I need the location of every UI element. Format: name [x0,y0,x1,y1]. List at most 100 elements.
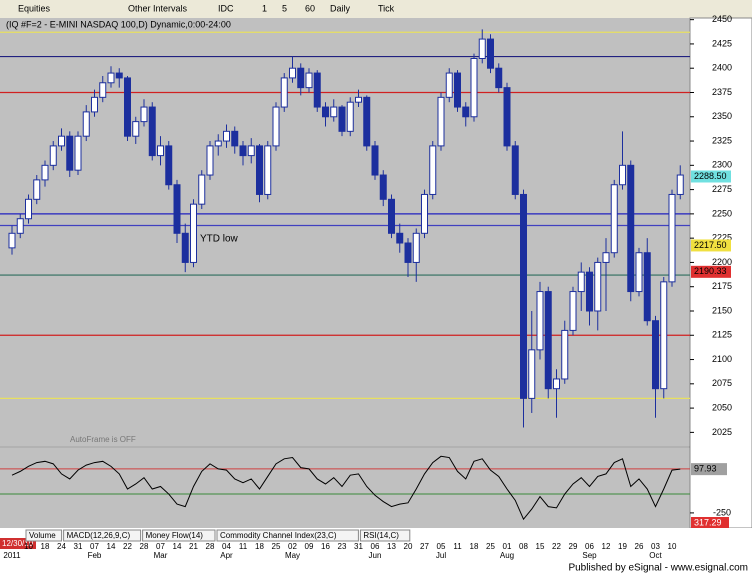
x-tick-label: 10 [668,542,677,551]
x-tick-label: 16 [321,542,330,551]
month-label: Apr [220,551,233,560]
month-label: May [285,551,300,560]
x-tick-label: 31 [354,542,363,551]
candle-body [454,72,461,108]
candle-body [41,164,49,181]
candle-body [280,77,288,108]
candle-body [231,130,239,147]
candle-body [487,38,494,69]
candle-body [91,96,98,113]
toolbar-button[interactable]: 5 [282,3,287,13]
candle-body [561,329,569,380]
candle-body [272,106,280,147]
x-tick-label: 26 [635,542,644,551]
toolbar-button[interactable]: Equities [18,3,51,13]
candle-body [371,145,379,176]
y-tick-label: 2250 [712,208,732,218]
candle-body [445,72,453,98]
candle-body [610,184,618,254]
candle-body [256,145,263,195]
x-tick-label: 04 [222,542,231,551]
x-tick-label: 01 [503,542,512,551]
indicator-tab[interactable] [142,529,216,542]
month-label: Sep [582,551,597,560]
indicator-tab[interactable] [25,529,63,542]
candle-body [544,291,552,390]
candle-body [330,106,338,118]
candle-body [33,179,41,200]
candle-body [239,145,247,157]
candle-body [214,140,222,147]
x-tick-label: 21 [189,542,198,551]
x-tick-label: 28 [140,542,149,551]
x-tick-label: 29 [569,542,578,551]
indicator-flag-label: 97.93 [694,464,717,474]
candle-body [198,174,206,205]
indicator-tab-label[interactable]: Commodity Channel Index(23,C) [220,531,337,540]
candle-body [363,96,371,147]
x-tick-label: 06 [585,542,594,551]
candle-body [297,67,305,89]
y-tick-label: 2150 [712,305,732,315]
indicator-tab-label[interactable]: MACD(12,26,9,C) [67,531,131,540]
candle-body [635,252,643,293]
month-label: Feb [88,551,102,560]
candle-body [66,135,74,171]
indicator-tab[interactable] [359,529,411,542]
toolbar-button[interactable]: Daily [330,3,351,13]
candle-body [173,184,181,234]
candle-body [553,378,560,390]
x-tick-label: 05 [437,542,446,551]
candle-body [569,291,577,331]
candle-body [346,101,354,132]
indicator-tab-label[interactable]: Money Flow(14) [146,531,204,540]
price-flag-label: 2217.50 [694,240,727,250]
x-tick-label: 10 [24,542,33,551]
candle-body [421,193,428,234]
footer: Published by eSignal - www.esignal.com [568,563,748,574]
toolbar-button[interactable]: Tick [378,3,395,13]
candle-body [503,87,511,147]
candle-body [16,218,24,234]
month-label: Jul [436,551,446,560]
toolbar-button[interactable]: 1 [262,3,267,13]
x-tick-label: 11 [239,542,248,551]
y-tick-label: 2325 [712,135,732,145]
price-flag [691,239,731,252]
indicator-tab[interactable] [216,529,359,542]
candle-body [132,121,140,137]
y-tick-label: 2050 [712,402,732,412]
x-tick-label: 06 [371,542,380,551]
y-tick-label: 2275 [712,184,732,194]
candle-body [478,38,486,59]
x-tick-label: 14 [107,542,116,551]
x-tick-label: 14 [173,542,182,551]
x-tick-label: 08 [519,542,528,551]
candle-body [470,57,478,118]
toolbar-button[interactable]: IDC [218,3,234,13]
toolbar-button[interactable]: 60 [305,3,315,13]
indicator-tab-label[interactable]: Volume [29,531,56,540]
y-tick-label: 2125 [712,330,732,340]
month-label: Aug [500,551,514,560]
x-tick-label: 23 [338,542,347,551]
candle-body [528,349,536,399]
x-tick-label: 19 [618,542,627,551]
x-tick-label: 22 [552,542,561,551]
x-tick-label: 31 [74,542,83,551]
indicator-tab[interactable] [63,529,142,542]
indicator-flag-label: 317.29 [694,517,722,527]
toolbar [0,0,752,18]
indicator-pane [0,448,690,528]
indicator-tab-label[interactable]: RSI(14,C) [363,531,399,540]
candle-body [157,145,164,157]
x-tick-label: 27 [420,542,429,551]
annotation: YTD low [200,234,239,245]
candle-body [148,106,156,157]
toolbar-button[interactable]: Other Intervals [128,3,188,13]
candle-body [511,145,519,195]
candle-body [520,193,527,399]
cursor-date-box [0,538,36,549]
candle-body [643,252,651,322]
candle-body [388,198,395,234]
